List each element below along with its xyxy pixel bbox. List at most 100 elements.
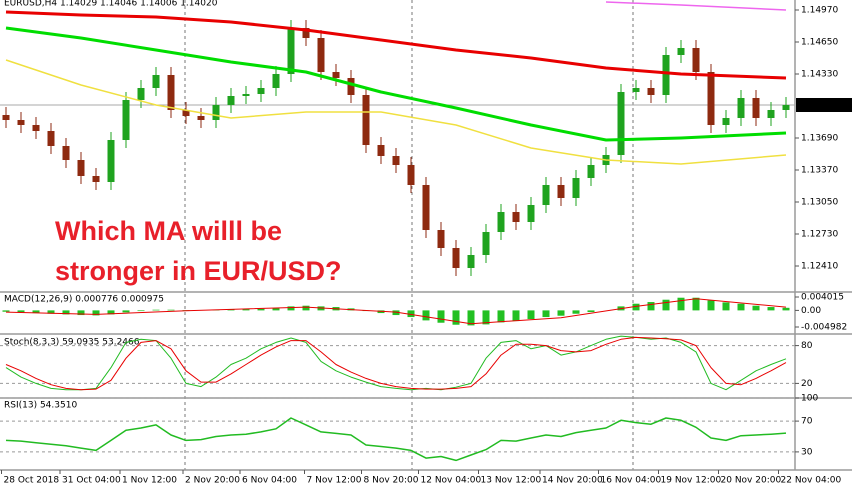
histogram-bar <box>152 309 160 311</box>
y-tick-label: 100 <box>801 394 818 404</box>
candle-body <box>467 255 475 268</box>
y-tick-label: 0.00 <box>801 306 821 316</box>
candle-body <box>107 140 115 182</box>
candle-body <box>272 74 280 88</box>
histogram-bar <box>737 303 745 311</box>
candle-body <box>557 185 565 198</box>
candle-body <box>587 165 595 178</box>
histogram-bar <box>647 302 655 311</box>
histogram-bar <box>122 310 130 313</box>
histogram-bar <box>782 307 790 311</box>
candle-body <box>752 98 760 118</box>
candle-body <box>497 212 505 232</box>
histogram-bar <box>422 310 430 321</box>
y-tick-label: -0.004982 <box>801 323 847 333</box>
candle-body <box>347 78 355 95</box>
histogram-bar <box>437 310 445 323</box>
histogram-bar <box>527 310 535 320</box>
candle-body <box>542 185 550 205</box>
candle-body <box>422 185 430 230</box>
candle-body <box>392 156 400 165</box>
x-tick-label: 13 Nov 12:00 <box>481 476 542 485</box>
candle-body <box>572 178 580 198</box>
histogram-bar <box>677 297 685 311</box>
current-price-box <box>796 98 852 112</box>
histogram-bar <box>722 302 730 311</box>
candle-body <box>152 75 160 88</box>
y-tick-label: 0.004015 <box>801 293 844 303</box>
candle-body <box>137 88 145 100</box>
candle-body <box>512 212 520 222</box>
candle-body <box>692 48 700 72</box>
histogram-bar <box>32 310 40 314</box>
histogram-bar <box>272 308 280 311</box>
x-tick-label: 12 Nov 04:00 <box>421 476 482 485</box>
candle-body <box>182 110 190 116</box>
y-tick-label: 1.13050 <box>801 198 838 208</box>
candle-body <box>212 105 220 120</box>
histogram-bar <box>407 310 415 318</box>
y-tick-label: 1.14650 <box>801 38 838 48</box>
histogram-bar <box>392 310 400 316</box>
histogram-bar <box>242 309 250 311</box>
x-tick-label: 16 Nov 04:00 <box>601 476 662 485</box>
candle-body <box>332 72 340 78</box>
y-tick-label: 1.13370 <box>801 166 838 176</box>
histogram-bar <box>467 310 475 326</box>
indicator-line <box>5 335 787 391</box>
candle-body <box>77 160 85 176</box>
x-tick-label: 1 Nov 12:00 <box>122 476 177 485</box>
candle-body <box>47 131 55 146</box>
histogram-bar <box>302 305 310 311</box>
indicator-line <box>5 26 787 142</box>
candle-body <box>2 115 10 120</box>
panel-title: RSI(13) 54.3510 <box>4 401 77 411</box>
candle-body <box>617 92 625 155</box>
candle-body <box>32 125 40 131</box>
x-tick-label: 14 Nov 20:00 <box>542 476 603 485</box>
y-tick-label: 1.14330 <box>801 70 838 80</box>
candle-body <box>767 110 775 118</box>
x-tick-label: 28 Oct 2018 <box>4 476 60 485</box>
y-tick-label: 30 <box>801 447 813 457</box>
candle-body <box>302 28 310 38</box>
candle-body <box>167 75 175 110</box>
candle-body <box>377 145 385 156</box>
histogram-bar <box>632 303 640 311</box>
histogram-bar <box>227 309 235 311</box>
x-tick-label: 31 Oct 04:00 <box>62 476 121 485</box>
histogram-bar <box>17 310 25 313</box>
candle-body <box>17 120 25 125</box>
histogram-bar <box>587 310 595 313</box>
candle-body <box>527 205 535 222</box>
y-tick-label: 1.14970 <box>801 6 838 16</box>
candle-body <box>452 248 460 268</box>
indicator-line <box>5 336 787 391</box>
candle-body <box>437 230 445 248</box>
histogram-bar <box>557 310 565 316</box>
candle-body <box>707 72 715 125</box>
y-tick-label: 1.13690 <box>801 134 838 144</box>
candle-body <box>782 105 790 110</box>
candle-body <box>242 94 250 96</box>
histogram-bar <box>62 310 70 315</box>
indicator-line <box>5 417 787 462</box>
candle-body <box>737 98 745 118</box>
histogram-bar <box>542 310 550 318</box>
candle-body <box>722 118 730 125</box>
histogram-bar <box>47 310 55 314</box>
x-tick-label: 8 Nov 20:00 <box>364 476 419 485</box>
candle-body <box>227 96 235 105</box>
candle-body <box>647 88 655 95</box>
candle-body <box>197 116 205 120</box>
y-tick-label: 80 <box>801 341 813 351</box>
x-tick-label: 2 Nov 20:00 <box>185 476 240 485</box>
y-tick-label: 70 <box>801 417 813 427</box>
histogram-bar <box>572 310 580 314</box>
histogram-bar <box>692 297 700 311</box>
candle-body <box>287 28 295 74</box>
candle-body <box>662 55 670 95</box>
x-tick-label: 6 Nov 04:00 <box>242 476 297 485</box>
histogram-bar <box>257 308 265 311</box>
candle-body <box>257 88 265 94</box>
